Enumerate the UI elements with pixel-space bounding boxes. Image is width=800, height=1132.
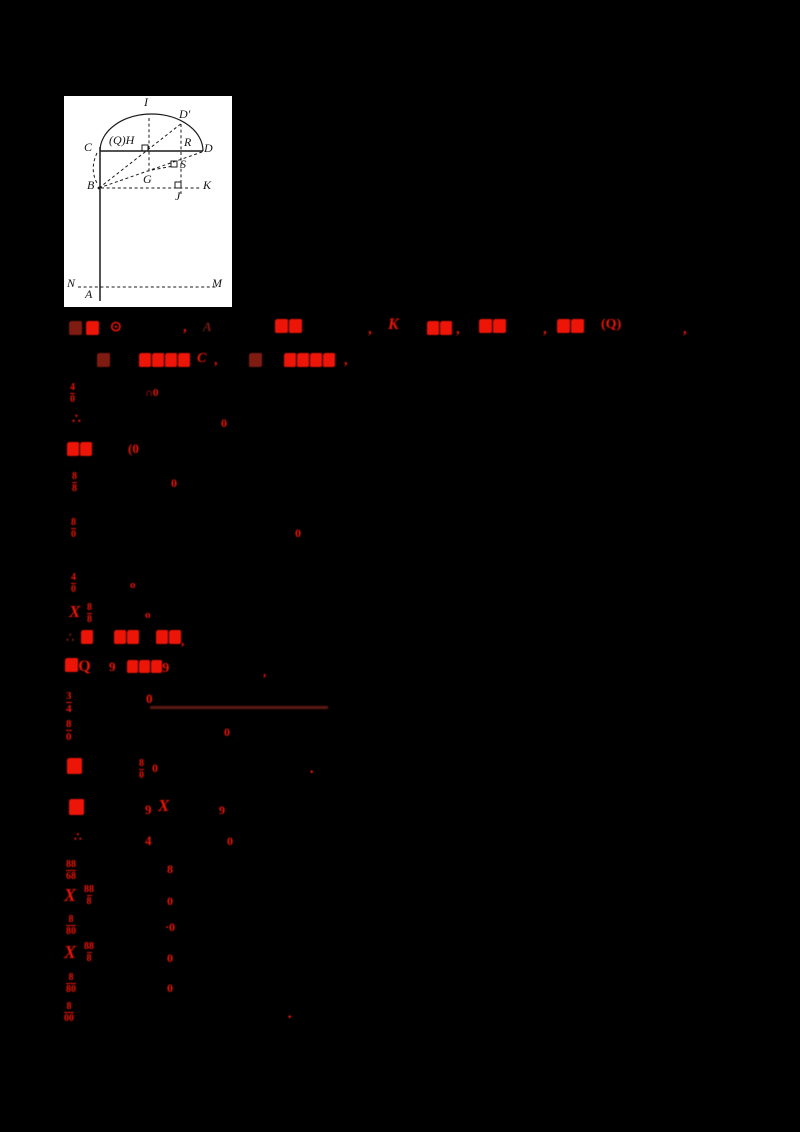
red-underline: [150, 706, 328, 709]
red-fragment: 8: [167, 862, 173, 876]
red-fragment: o: [130, 579, 136, 591]
red-fragment: ,: [543, 321, 547, 337]
red-fragment: (0: [128, 441, 139, 456]
figure-label: (Q)H: [109, 133, 135, 147]
red-fragment: [283, 352, 336, 370]
red-fragment: 0: [167, 951, 173, 965]
red-fragment: [426, 320, 452, 338]
red-fragment: ,: [214, 353, 218, 368]
red-fraction: 8 80: [66, 972, 76, 995]
red-fragment: ,: [456, 321, 460, 337]
red-fragment: 0: [171, 476, 177, 490]
red-fragment: 0: [224, 725, 230, 739]
red-fraction: 8 00: [64, 1001, 74, 1024]
red-fragment: 4: [145, 833, 152, 848]
red-fragment: [68, 798, 84, 817]
red-fragment: [274, 318, 302, 336]
figure-label: J: [175, 189, 181, 203]
red-fragment: 0: [227, 834, 233, 848]
red-fragment: [96, 352, 110, 370]
red-fragment: 0: [167, 894, 173, 908]
red-fragment: [66, 441, 92, 459]
figure-label: M: [212, 276, 222, 290]
red-fragment: [68, 320, 82, 338]
red-fraction: 88 8: [84, 884, 94, 907]
figure-label: G: [143, 172, 152, 186]
figure-label: I: [144, 95, 148, 109]
figure-label: S: [180, 157, 186, 171]
red-fragment: X: [69, 602, 81, 621]
red-fragment: ,: [263, 664, 267, 679]
geometry-figure: I D′ C (Q)H R D G S B J K N A M: [64, 96, 232, 307]
red-fragment: [155, 629, 181, 647]
red-fragment: K: [388, 316, 399, 333]
red-fragment: 0: [167, 981, 173, 995]
red-fragment: [113, 629, 139, 647]
red-fragment: [66, 757, 82, 776]
figure-drawing: [78, 113, 216, 301]
red-fragment: ∩0: [145, 387, 159, 399]
red-fragment: 0: [295, 526, 301, 540]
figure-label: K: [203, 178, 212, 192]
red-fragment: ·0: [165, 920, 176, 934]
figure-label: R: [184, 135, 192, 149]
red-fragment: X: [64, 885, 77, 905]
red-fragment: 9: [109, 659, 116, 674]
red-fragment: [478, 318, 506, 336]
red-fragment: 0: [146, 691, 153, 706]
red-fragment: Q: [64, 657, 91, 675]
red-fragment: X: [158, 796, 170, 815]
red-fragment: (Q): [601, 317, 622, 332]
red-fragment: A: [203, 319, 212, 334]
red-fragment: 0: [152, 761, 158, 775]
red-fragment: ∴: [74, 830, 82, 844]
red-fragment: ,: [368, 321, 372, 337]
red-fragment: ,: [181, 633, 185, 648]
figure-label: B: [87, 178, 95, 192]
red-fragment: ·: [309, 764, 315, 781]
red-fragment: ,: [683, 321, 687, 337]
red-fragment: C: [197, 351, 207, 366]
red-fragment: ∴: [66, 630, 75, 645]
red-fragment: ·: [287, 1009, 293, 1026]
figure-label: D: [204, 141, 213, 155]
red-fragment: [126, 659, 150, 676]
figure-label: A: [85, 287, 93, 301]
figure-label: D′: [179, 107, 191, 121]
red-fragment: o: [145, 609, 151, 621]
red-fragment: [556, 318, 584, 336]
red-fragment: [248, 352, 262, 370]
red-fragment: [80, 629, 93, 647]
red-fragment: 9: [145, 802, 152, 817]
red-fragment: ∴: [72, 412, 81, 427]
red-fragment: 9: [219, 803, 225, 817]
red-fraction: 88 8: [84, 941, 94, 964]
red-fragment: ,: [183, 319, 187, 335]
red-fragment: ⊙: [110, 320, 122, 335]
red-fragment: ,: [344, 353, 348, 368]
red-fragment: 0: [221, 416, 227, 430]
red-fraction: 8 80: [66, 914, 76, 937]
red-fragment: X: [64, 942, 77, 962]
figure-label: C: [84, 140, 93, 154]
red-fragment: [85, 320, 99, 338]
red-fragment: 9: [150, 659, 169, 676]
figure-label: N: [67, 276, 76, 290]
red-fragment: [138, 352, 191, 370]
red-fraction: 88 68: [66, 859, 76, 882]
